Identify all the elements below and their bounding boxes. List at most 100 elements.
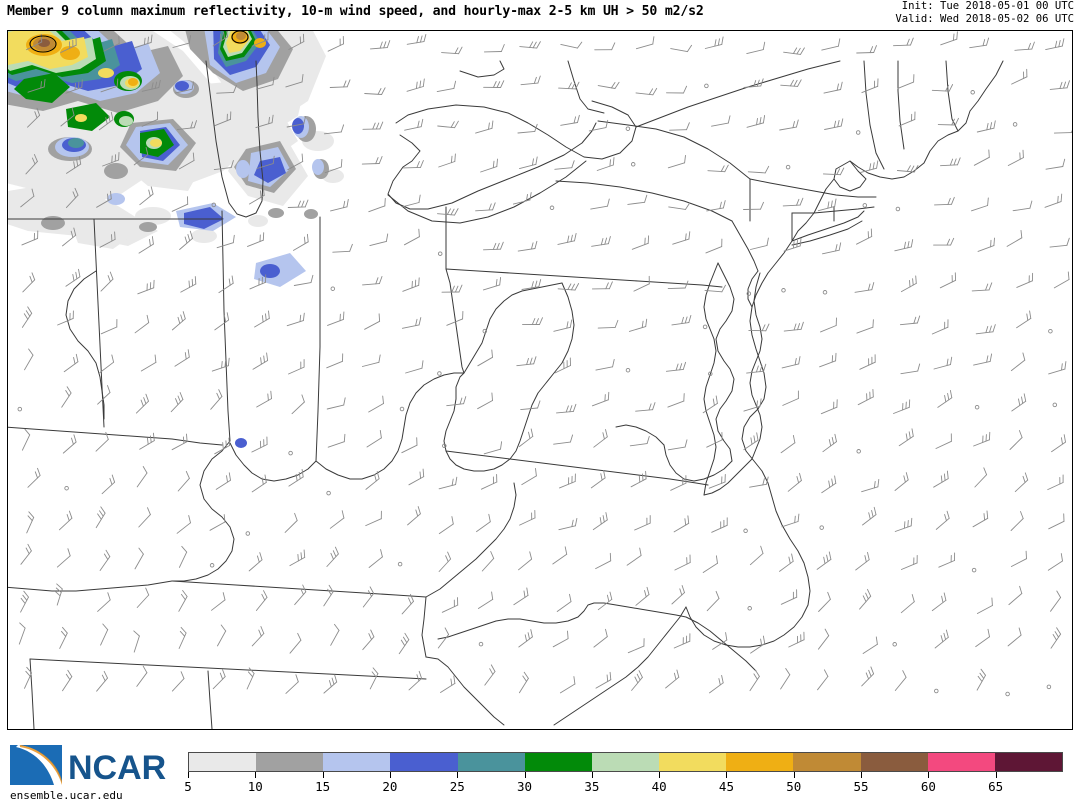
wind-barb-shaft: [24, 354, 34, 371]
wind-barb-tick: [349, 243, 353, 252]
wind-barb-tick: [1023, 393, 1027, 402]
wind-barb-tick: [828, 480, 831, 488]
wind-barb-calm: [245, 531, 251, 536]
ncar-logo[interactable]: NCAR ensemble.ucar.edu: [4, 741, 174, 800]
wind-barb-shaft: [520, 82, 539, 86]
wind-barb-tick: [101, 674, 106, 682]
wind-barb-tick: [298, 471, 301, 480]
wind-barb-tick: [1056, 590, 1062, 598]
wind-barb-tick: [571, 160, 575, 169]
wind-barb-shaft: [820, 406, 838, 415]
wind-barb-shaft: [1012, 207, 1031, 212]
wind-barb-shaft: [27, 474, 41, 488]
wind-barb-tick: [840, 118, 844, 127]
wind-barb-tick: [268, 310, 270, 319]
wind-barb-shaft: [212, 676, 226, 690]
wind-barb-tick: [422, 78, 425, 87]
wind-barb-shaft: [102, 159, 120, 167]
wind-barb-tick: [256, 555, 260, 563]
wind-barb-tick: [343, 433, 346, 443]
wind-barb-shaft: [857, 396, 874, 406]
wind-barb-shaft: [326, 404, 345, 410]
wind-barb-tick: [150, 34, 153, 43]
wind-barb-shaft: [669, 129, 687, 131]
wind-barb-shaft: [214, 319, 230, 331]
wind-barb-shaft: [255, 122, 273, 129]
wind-barb-tick: [1021, 396, 1024, 404]
colorbar-tickmark: [188, 772, 189, 778]
wind-barb-tick: [712, 398, 715, 406]
colorbar-tick-label: 25: [449, 779, 465, 794]
wind-barb-shaft: [364, 320, 381, 330]
wind-barb-shaft: [553, 441, 571, 445]
wind-barb-tick: [455, 476, 458, 486]
wind-barb-tick: [951, 118, 955, 126]
wind-barb-shaft: [407, 513, 421, 526]
wind-barb-tick: [492, 160, 495, 169]
wind-barb-tick: [526, 357, 529, 366]
wind-barb-tick: [977, 675, 983, 682]
wind-barb-shaft: [749, 483, 767, 488]
wind-barb-tick: [34, 111, 38, 119]
wind-barb-tick: [946, 470, 949, 480]
wind-barb-tick: [945, 84, 950, 92]
wind-barb-tick: [609, 159, 611, 167]
wind-barb-calm: [819, 525, 824, 530]
wind-barb-tick: [26, 666, 33, 674]
wind-barb-shaft: [706, 439, 723, 448]
wind-barb-tick: [259, 190, 262, 198]
wind-barb-tick: [834, 475, 837, 484]
wind-barb-tick: [79, 156, 82, 165]
ohio-river-indiana: [229, 442, 317, 482]
wind-barb-tick: [31, 272, 36, 281]
wind-barb-tick: [913, 165, 919, 173]
wind-barb-tick: [261, 593, 266, 601]
wind-barb-shaft: [854, 289, 873, 293]
wind-barb-tick: [570, 283, 575, 291]
wind-barb-tick: [142, 466, 148, 474]
wind-barb-tick: [754, 669, 760, 677]
wind-barb-tick: [789, 79, 794, 87]
wind-barb-shaft: [438, 558, 452, 572]
wind-barb-tick: [81, 79, 83, 88]
wind-barb-shaft: [672, 238, 690, 245]
wind-barb-tick: [527, 632, 530, 640]
wind-barb-shaft: [1048, 368, 1066, 375]
wind-barb-tick: [985, 325, 989, 334]
colorbar-tickmark: [726, 772, 728, 778]
ncar-url-label[interactable]: ensemble.ucar.edu: [10, 789, 123, 800]
wind-barb-tick: [416, 161, 420, 168]
wind-barb-tick: [495, 279, 498, 287]
wind-barb-shaft: [976, 127, 995, 133]
wind-barb-tick: [25, 310, 31, 317]
wind-barb-tick: [606, 594, 610, 602]
map-panel[interactable]: [7, 30, 1073, 730]
wind-barb-tick: [28, 511, 35, 518]
wind-barb-tick: [753, 673, 758, 680]
wind-barb-tick: [574, 233, 577, 242]
wind-barb-tick: [73, 357, 76, 365]
forecast-map[interactable]: [8, 31, 1072, 729]
wind-barb-tick: [948, 84, 954, 92]
wind-barb-tick: [760, 78, 764, 87]
wind-barb-tick: [146, 437, 149, 445]
wind-barb-tick: [1019, 585, 1023, 594]
wind-barb-shaft: [856, 326, 874, 334]
wind-barb-tick: [149, 239, 151, 247]
tn-nc-mountain-border: [425, 482, 517, 598]
wind-barb-shaft: [518, 435, 534, 448]
wind-barb-tick: [375, 277, 379, 285]
wind-barb-shaft: [100, 326, 118, 335]
wind-barb-tick: [793, 79, 798, 87]
wind-barb-tick: [1020, 229, 1023, 239]
wind-barb-tick: [756, 117, 758, 126]
wind-barb-tick: [799, 472, 802, 481]
wind-barb-shaft: [293, 241, 309, 251]
wind-barb-tick: [19, 622, 26, 629]
wind-barb-tick: [684, 518, 687, 526]
wind-barb-tick: [71, 107, 75, 116]
wind-barb-shaft: [817, 635, 830, 650]
wind-barb-tick: [834, 198, 837, 207]
wind-barb-tick: [687, 515, 690, 524]
wind-barb-shaft: [408, 476, 425, 486]
